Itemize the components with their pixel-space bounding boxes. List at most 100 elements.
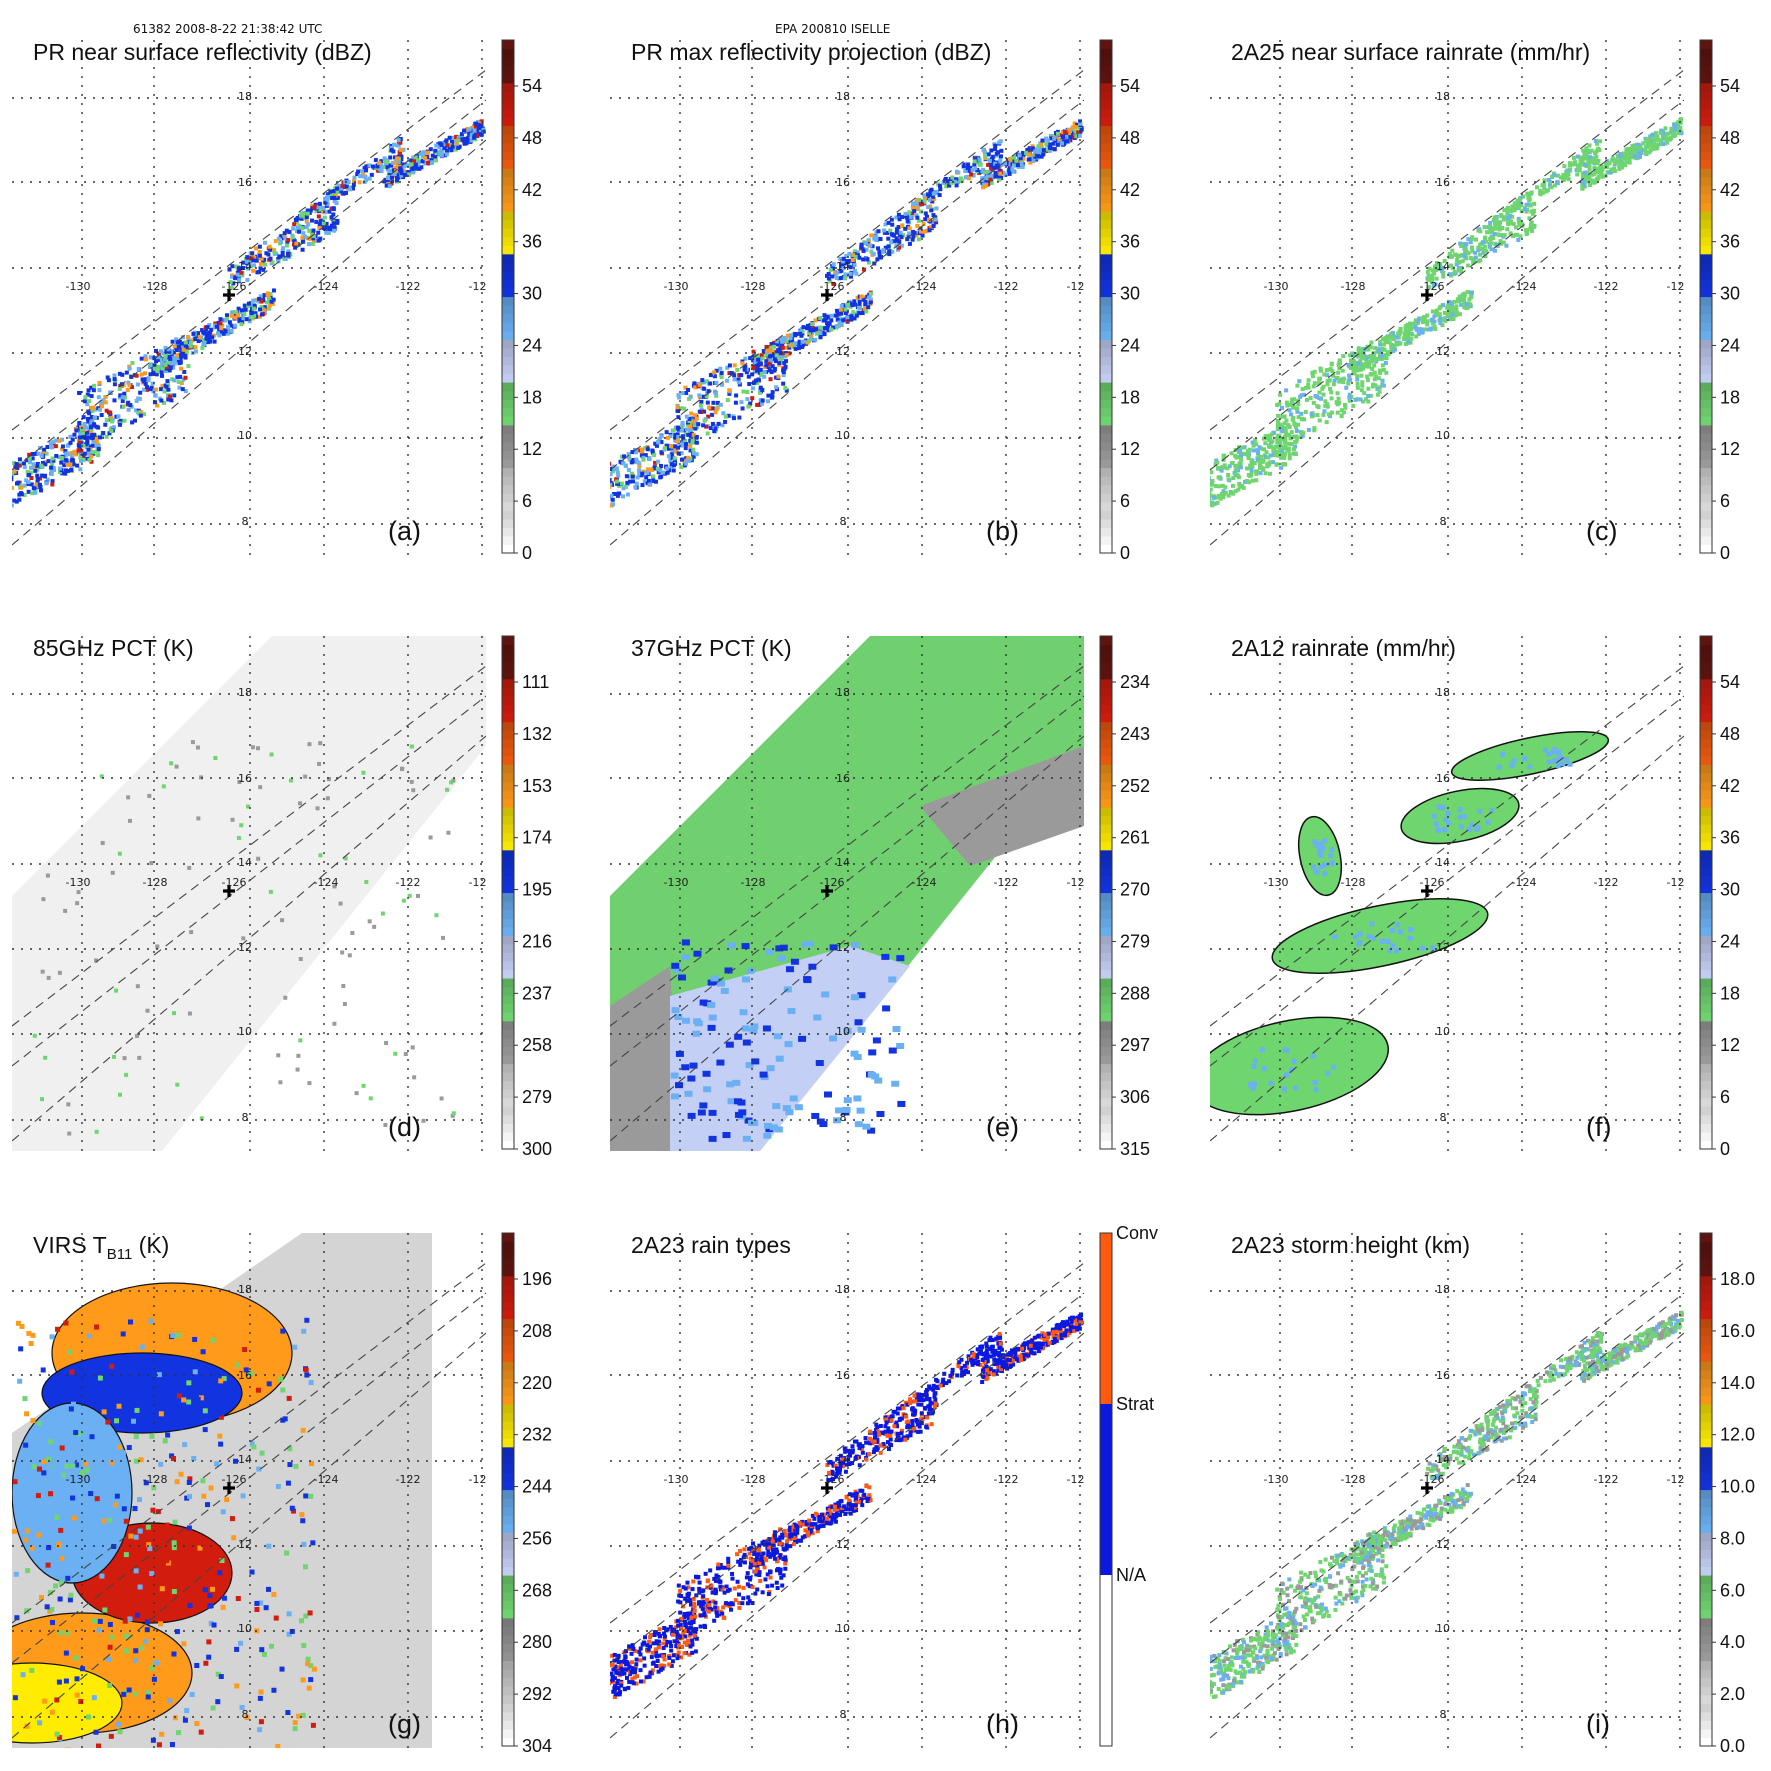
lon-tick--122: -122 <box>994 1473 1019 1486</box>
colorbar-tick: 36 <box>1720 232 1740 252</box>
lat-tick-12: 12 <box>836 345 850 358</box>
colorbar-tick: 18 <box>522 387 542 407</box>
rain-area <box>1210 1016 1390 1116</box>
lat-tick-18: 18 <box>238 686 252 699</box>
panel-h: -130 -128 -126 -124 -122 -120 18 16 14 12 10 8 2A23 … <box>610 1223 1158 1748</box>
lon-tick--124: -124 <box>1512 876 1537 889</box>
colorbar-tick: 42 <box>1720 180 1740 200</box>
colorbar-tick: 6 <box>1720 1087 1730 1107</box>
lon-tick--128: -128 <box>1341 280 1366 293</box>
lat-tick-8: 8 <box>840 515 847 528</box>
colorbar: 54 48 42 36 30 24 18 12 6 0 <box>501 39 542 563</box>
colorbar: 234 243 252 261 270 279 288 297 306 315 <box>1099 635 1150 1159</box>
orbit-time-header: 61382 2008-8-22 21:38:42 UTC <box>133 22 323 36</box>
storm-center-marker <box>223 885 235 897</box>
storm-center-marker <box>1421 885 1433 897</box>
colorbar-tick: Conv <box>1116 1223 1158 1243</box>
colorbar-tick: 30 <box>522 284 542 304</box>
swath-edge-2 <box>610 695 1084 1067</box>
lon-tick--130: -130 <box>1264 1473 1289 1486</box>
colorbar-tick: 216 <box>522 931 552 951</box>
colorbar-tick: 0 <box>1720 543 1730 563</box>
lat-tick-14: 14 <box>1436 1453 1450 1466</box>
lon-tick--122: -122 <box>994 280 1019 293</box>
grid-lines <box>1210 1233 1684 1748</box>
swath-edge-1 <box>610 139 1084 546</box>
colorbar-tick: 304 <box>522 1736 552 1756</box>
lon-tick--124: -124 <box>314 280 339 293</box>
colorbar-tick: 48 <box>1120 128 1140 148</box>
colorbar-segment <box>1100 1575 1112 1746</box>
panel-label: (g) <box>388 1709 421 1739</box>
colorbar-tick: 244 <box>522 1477 552 1497</box>
colorbar-tick: N/A <box>1116 1565 1146 1585</box>
colorbar-tick: 48 <box>522 128 542 148</box>
lat-tick-12: 12 <box>836 1538 850 1551</box>
lat-tick-14: 14 <box>836 260 850 273</box>
colorbar-tick: 12 <box>1120 439 1140 459</box>
lat-tick-18: 18 <box>238 1283 252 1296</box>
swath-edge-2 <box>1210 695 1684 1067</box>
colorbar-tick: 261 <box>1120 828 1150 848</box>
grid-lines <box>610 1233 1084 1748</box>
colorbar-tick: 237 <box>522 983 552 1003</box>
swath-edge-1 <box>610 1332 1084 1739</box>
lon-tick--130: -130 <box>1264 280 1289 293</box>
lon-tick--124: -124 <box>1512 1473 1537 1486</box>
lat-tick-16: 16 <box>836 772 850 785</box>
colorbar-tick: 30 <box>1120 284 1140 304</box>
lon-tick--120: -120 <box>469 876 494 889</box>
swath-edge-1 <box>1210 1332 1684 1739</box>
lat-tick-18: 18 <box>836 1283 850 1296</box>
lat-tick-14: 14 <box>238 1453 252 1466</box>
colorbar-tick: 14.0 <box>1720 1373 1755 1393</box>
lat-tick-18: 18 <box>238 90 252 103</box>
lon-tick--130: -130 <box>664 876 689 889</box>
panel-title: PR max reflectivity projection (dBZ) <box>631 39 991 65</box>
colorbar-tick: 18 <box>1120 387 1140 407</box>
lat-tick-10: 10 <box>238 1622 252 1635</box>
lat-tick-14: 14 <box>1436 260 1450 273</box>
swath-edge-0 <box>12 1262 486 1624</box>
colorbar-tick: 36 <box>522 232 542 252</box>
colorbar-tick: 0 <box>1720 1139 1730 1159</box>
panel-d: -130 -128 -126 -124 -122 -120 18 16 14 12 10 8 85GHz… <box>12 635 552 1159</box>
colorbar-tick: 18.0 <box>1720 1269 1755 1289</box>
lon-tick--126: -126 <box>1420 876 1445 889</box>
lon-tick--122: -122 <box>1594 1473 1619 1486</box>
lat-tick-18: 18 <box>836 686 850 699</box>
swath-edge-2 <box>610 1292 1084 1664</box>
lon-tick--124: -124 <box>912 876 937 889</box>
colorbar-tick: 258 <box>522 1035 552 1055</box>
lon-tick--126: -126 <box>820 1473 845 1486</box>
colorbar-tick: 306 <box>1120 1087 1150 1107</box>
colorbar-segment <box>1100 1404 1112 1575</box>
panel-i: -130 -128 -126 -124 -122 -120 18 16 14 12 10 8 2A23 … <box>1210 1232 1755 1756</box>
colorbar-tick: Strat <box>1116 1394 1154 1414</box>
lat-tick-14: 14 <box>1436 856 1450 869</box>
panel-label: (a) <box>388 516 421 546</box>
lon-tick--120: -120 <box>1067 1473 1092 1486</box>
colorbar-tick: 279 <box>522 1087 552 1107</box>
colorbar-tick: 270 <box>1120 880 1150 900</box>
colorbar: 111 132 153 174 195 216 237 258 279 300 <box>501 635 552 1159</box>
lon-tick--126: -126 <box>222 280 247 293</box>
panel-title: 37GHz PCT (K) <box>631 635 792 661</box>
colorbar-tick: 279 <box>1120 931 1150 951</box>
colorbar-segment <box>1100 1233 1112 1404</box>
lon-tick--120: -120 <box>1067 280 1092 293</box>
colorbar: 196 208 220 232 244 256 268 280 292 304 <box>501 1232 552 1756</box>
colorbar-tick: 12 <box>522 439 542 459</box>
lat-tick-10: 10 <box>836 1622 850 1635</box>
swath-fill <box>12 636 486 1151</box>
lon-tick--126: -126 <box>1420 1473 1445 1486</box>
lon-tick--124: -124 <box>912 280 937 293</box>
colorbar-tick: 24 <box>1120 335 1140 355</box>
lon-tick--128: -128 <box>1341 1473 1366 1486</box>
lat-tick-18: 18 <box>1436 686 1450 699</box>
lon-tick--130: -130 <box>664 1473 689 1486</box>
lat-tick-14: 14 <box>238 260 252 273</box>
colorbar-tick: 0 <box>1120 543 1130 563</box>
lat-tick-16: 16 <box>1436 772 1450 785</box>
colorbar-tick: 292 <box>522 1684 552 1704</box>
